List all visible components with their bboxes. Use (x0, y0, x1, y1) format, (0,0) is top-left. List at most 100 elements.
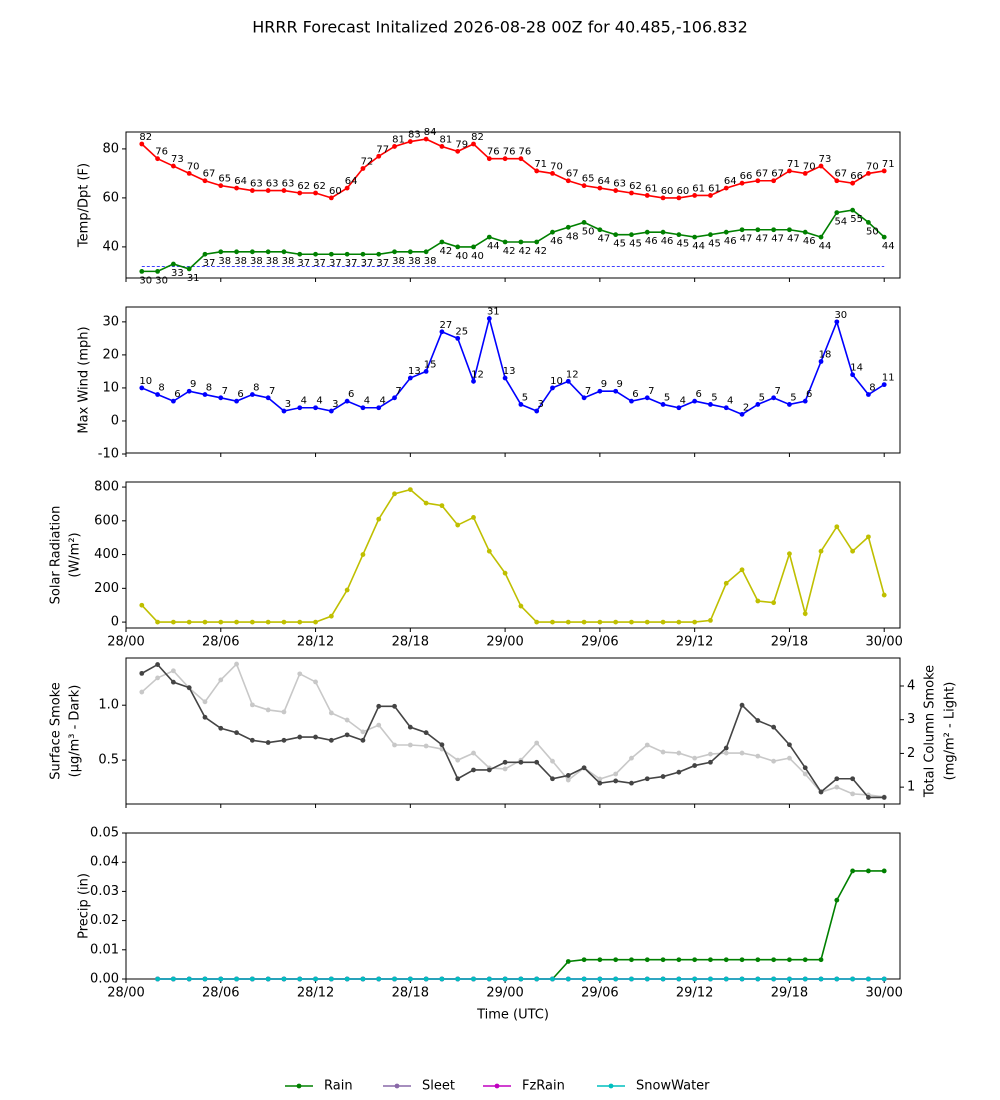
data-point (802, 771, 808, 777)
data-point (376, 976, 382, 982)
data-point (723, 185, 729, 191)
y-tick-label: 60 (102, 190, 119, 205)
data-point (265, 249, 271, 255)
data-point (881, 234, 887, 240)
data-point (787, 742, 792, 748)
data-point (739, 567, 745, 573)
data-point (818, 359, 824, 364)
data-point (423, 249, 429, 255)
data-point (613, 778, 619, 784)
y-axis-label: (μg/m³ - Dark) (68, 685, 83, 778)
data-point (802, 398, 808, 404)
data-point (249, 737, 255, 743)
data-point (518, 976, 524, 982)
data-point (202, 178, 208, 184)
data-point (297, 671, 303, 677)
data-point (392, 703, 397, 709)
data-label: 4 (680, 396, 686, 407)
data-label: 79 (455, 139, 468, 150)
x-tick-label: 28/18 (392, 635, 429, 650)
data-point (234, 730, 239, 736)
data-label: 47 (598, 234, 611, 245)
data-point (802, 957, 808, 963)
data-label: 65 (582, 174, 595, 185)
data-point (866, 795, 871, 800)
data-point (676, 232, 682, 238)
data-point (344, 717, 350, 723)
data-point (692, 398, 698, 404)
data-label: 81 (392, 134, 405, 145)
data-point (581, 976, 587, 982)
y-tick-label: 0 (111, 615, 119, 630)
data-label: 38 (424, 256, 437, 267)
x-tick-label: 28/12 (297, 635, 334, 650)
data-point (139, 689, 145, 695)
data-label: 4 (380, 396, 386, 407)
x-tick-label: 28/12 (297, 986, 334, 1001)
data-point (850, 791, 856, 797)
data-point (455, 757, 461, 763)
data-point (771, 957, 777, 963)
x-tick-label: 28/06 (202, 635, 239, 650)
data-point (360, 552, 366, 557)
data-label: 6 (174, 389, 180, 400)
data-label: 7 (585, 386, 591, 397)
data-label: 18 (819, 350, 832, 361)
data-label: 60 (661, 186, 674, 197)
data-label: 4 (316, 396, 322, 407)
data-point (155, 268, 160, 274)
data-point (502, 570, 508, 576)
data-label: 82 (139, 132, 152, 143)
data-point (344, 251, 350, 257)
data-label: 61 (692, 183, 705, 194)
data-point (723, 976, 729, 982)
data-point (407, 487, 413, 492)
data-point (376, 703, 382, 709)
legend-label: FzRain (522, 1079, 565, 1094)
data-label: 63 (266, 179, 279, 190)
data-label: 48 (566, 231, 579, 242)
data-label: 8 (253, 383, 259, 394)
data-point (660, 619, 666, 625)
data-label: 37 (313, 258, 326, 269)
data-point (170, 398, 176, 404)
data-point (534, 619, 540, 625)
data-point (739, 750, 745, 756)
data-point (360, 729, 366, 735)
data-point (771, 395, 777, 401)
legend-marker (494, 1083, 500, 1089)
data-label: 42 (534, 246, 547, 257)
legend-label: Sleet (422, 1079, 455, 1094)
data-label: 47 (787, 234, 800, 245)
data-label: 38 (250, 256, 263, 267)
data-point (234, 398, 239, 404)
data-point (787, 755, 792, 761)
y-tick-label: 0.5 (98, 753, 119, 768)
data-point (471, 244, 476, 250)
data-label: 64 (234, 176, 247, 187)
data-point (866, 868, 871, 874)
y-axis-label: Solar Radiation (49, 506, 64, 605)
data-point (739, 180, 745, 186)
data-label: 82 (471, 132, 484, 143)
y2-tick-label: 3 (907, 712, 915, 727)
data-point (676, 405, 682, 411)
data-point (613, 771, 619, 777)
data-point (281, 619, 287, 625)
data-point (249, 392, 255, 397)
data-point (676, 619, 682, 625)
plot-frame (125, 131, 901, 279)
data-point (518, 239, 524, 245)
data-point (581, 957, 587, 963)
x-tick-label: 29/06 (581, 635, 618, 650)
data-point (802, 976, 808, 982)
data-point (755, 976, 761, 982)
data-point (818, 234, 824, 240)
data-point (692, 763, 698, 768)
data-point (249, 249, 255, 255)
data-point (613, 976, 619, 982)
data-point (565, 178, 571, 184)
data-point (313, 679, 318, 685)
data-point (708, 232, 713, 238)
data-point (328, 737, 334, 743)
